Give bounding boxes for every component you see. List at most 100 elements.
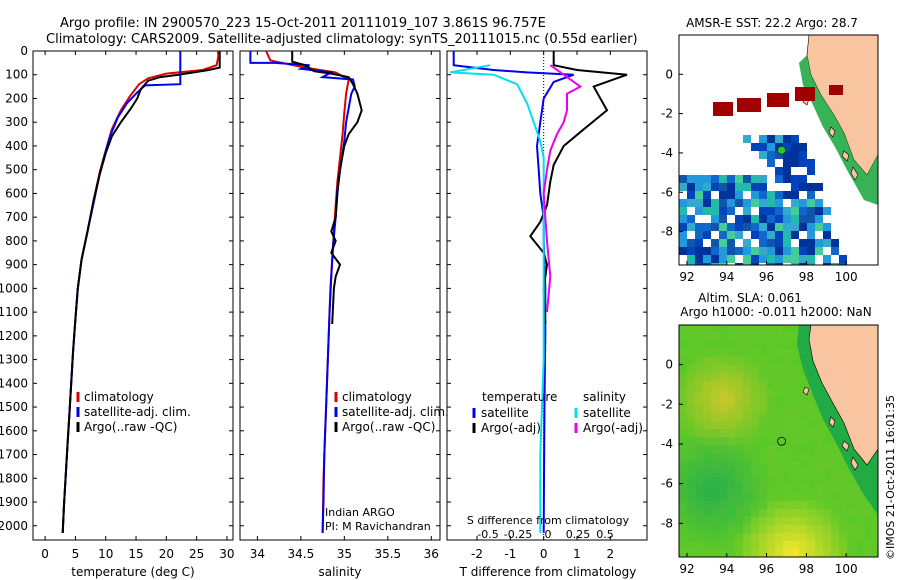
sla-pixel	[743, 525, 751, 533]
legend-title-salinity: salinity	[583, 390, 626, 404]
sla-map-subtitle: Argo h1000: -0.011 h2000: NaN	[680, 305, 872, 319]
sst-pixel	[783, 215, 791, 223]
sst-pixel	[815, 199, 823, 207]
sla-pixel	[783, 357, 791, 365]
sst-pixel	[807, 239, 815, 247]
sla-pixel	[767, 453, 775, 461]
sla-pixel	[751, 421, 759, 429]
sla-pixel	[751, 549, 759, 557]
sla-pixel	[711, 325, 719, 333]
sla-pixel	[871, 541, 878, 549]
sla-map-title: Altim. SLA: 0.061	[698, 291, 802, 305]
sla-pixel	[703, 381, 711, 389]
sla-pixel	[839, 533, 847, 541]
sst-pixel	[767, 215, 775, 223]
sla-pixel	[687, 341, 695, 349]
sla-pixel	[759, 477, 767, 485]
sla-pixel	[783, 421, 791, 429]
sla-pixel	[735, 333, 743, 341]
legend-label-1-2: Argo(..raw -QC)	[342, 420, 435, 434]
x2-tick-label-4: 0.5	[596, 528, 614, 541]
sla-pixel	[679, 373, 687, 381]
sla-pixel	[799, 477, 807, 485]
sla-pixel	[687, 541, 695, 549]
sla-pixel	[807, 453, 815, 461]
sst-pixel	[719, 207, 727, 215]
sla-pixel	[727, 421, 735, 429]
sst-pixel	[703, 207, 711, 215]
sla-pixel	[791, 509, 799, 517]
map-y-tick-label-3-3: -6	[661, 185, 673, 199]
x-tick-label-1-3: 35.5	[374, 547, 401, 561]
sla-pixel	[687, 517, 695, 525]
sst-pixel	[711, 247, 719, 255]
sst-pixel	[727, 199, 735, 207]
sst-islands	[802, 96, 859, 181]
sst-pixel	[791, 135, 799, 143]
sla-pixel	[775, 469, 783, 477]
sla-pixel	[815, 501, 823, 509]
sla-pixel	[743, 437, 751, 445]
sla-pixel	[767, 485, 775, 493]
sst-pixel	[703, 175, 711, 183]
sla-pixel	[719, 373, 727, 381]
sla-pixel	[831, 477, 839, 485]
sst-pixel	[799, 183, 807, 191]
sla-pixel	[815, 413, 823, 421]
sla-pixel	[863, 509, 871, 517]
sst-pixel	[807, 223, 815, 231]
sla-pixel	[751, 485, 759, 493]
sla-pixel	[767, 349, 775, 357]
sla-pixel	[791, 397, 799, 405]
sla-pixel	[679, 549, 687, 557]
sla-pixel	[695, 397, 703, 405]
depth-tick-label-14: 1400	[0, 376, 28, 390]
sla-pixel	[783, 541, 791, 549]
sla-pixel	[815, 429, 823, 437]
sst-pixel	[807, 207, 815, 215]
sla-pixel	[695, 365, 703, 373]
sst-pixel	[711, 207, 719, 215]
sla-pixel	[855, 485, 863, 493]
sla-pixel	[679, 357, 687, 365]
sla-pixel	[711, 429, 719, 437]
sla-pixel	[807, 437, 815, 445]
sst-pixel	[807, 167, 815, 175]
sla-pixel	[751, 517, 759, 525]
sla-pixel	[815, 549, 823, 557]
sla-pixel	[703, 341, 711, 349]
sla-pixel	[727, 477, 735, 485]
x-tick-label-2-0: -2	[471, 547, 483, 561]
sla-pixel	[703, 325, 711, 333]
sla-pixel	[823, 469, 831, 477]
sla-pixel	[735, 533, 743, 541]
sst-pixel	[719, 239, 727, 247]
sst-pixel	[703, 191, 711, 199]
sst-pixel	[799, 247, 807, 255]
panel-salinity: 34 34.5 35 35.5 36 climatologysatellite-adj.…	[239, 50, 449, 579]
sst-pixel	[679, 239, 687, 247]
sst-pixel	[783, 255, 791, 263]
sla-pixel	[775, 413, 783, 421]
sla-pixel	[743, 381, 751, 389]
sla-pixel	[743, 517, 751, 525]
sla-pixel	[783, 325, 791, 333]
sla-pixel	[735, 469, 743, 477]
sst-pixel	[783, 175, 791, 183]
sla-pixel	[727, 461, 735, 469]
sla-pixel	[807, 389, 815, 397]
panel-temperature: 0 5 10 15 20 25 30 010020030040050060070080090…	[0, 44, 647, 579]
sla-pixel	[759, 349, 767, 357]
sla-pixel	[783, 389, 791, 397]
sla-pixel	[735, 405, 743, 413]
sla-pixel	[847, 533, 855, 541]
x-tick-label-1-1: 34.5	[288, 547, 315, 561]
map-x-tick-label-3-2: 96	[759, 270, 774, 284]
series-line-2-1	[529, 51, 628, 325]
sla-pixel	[767, 325, 775, 333]
sla-pixel	[799, 501, 807, 509]
sla-pixel	[807, 541, 815, 549]
